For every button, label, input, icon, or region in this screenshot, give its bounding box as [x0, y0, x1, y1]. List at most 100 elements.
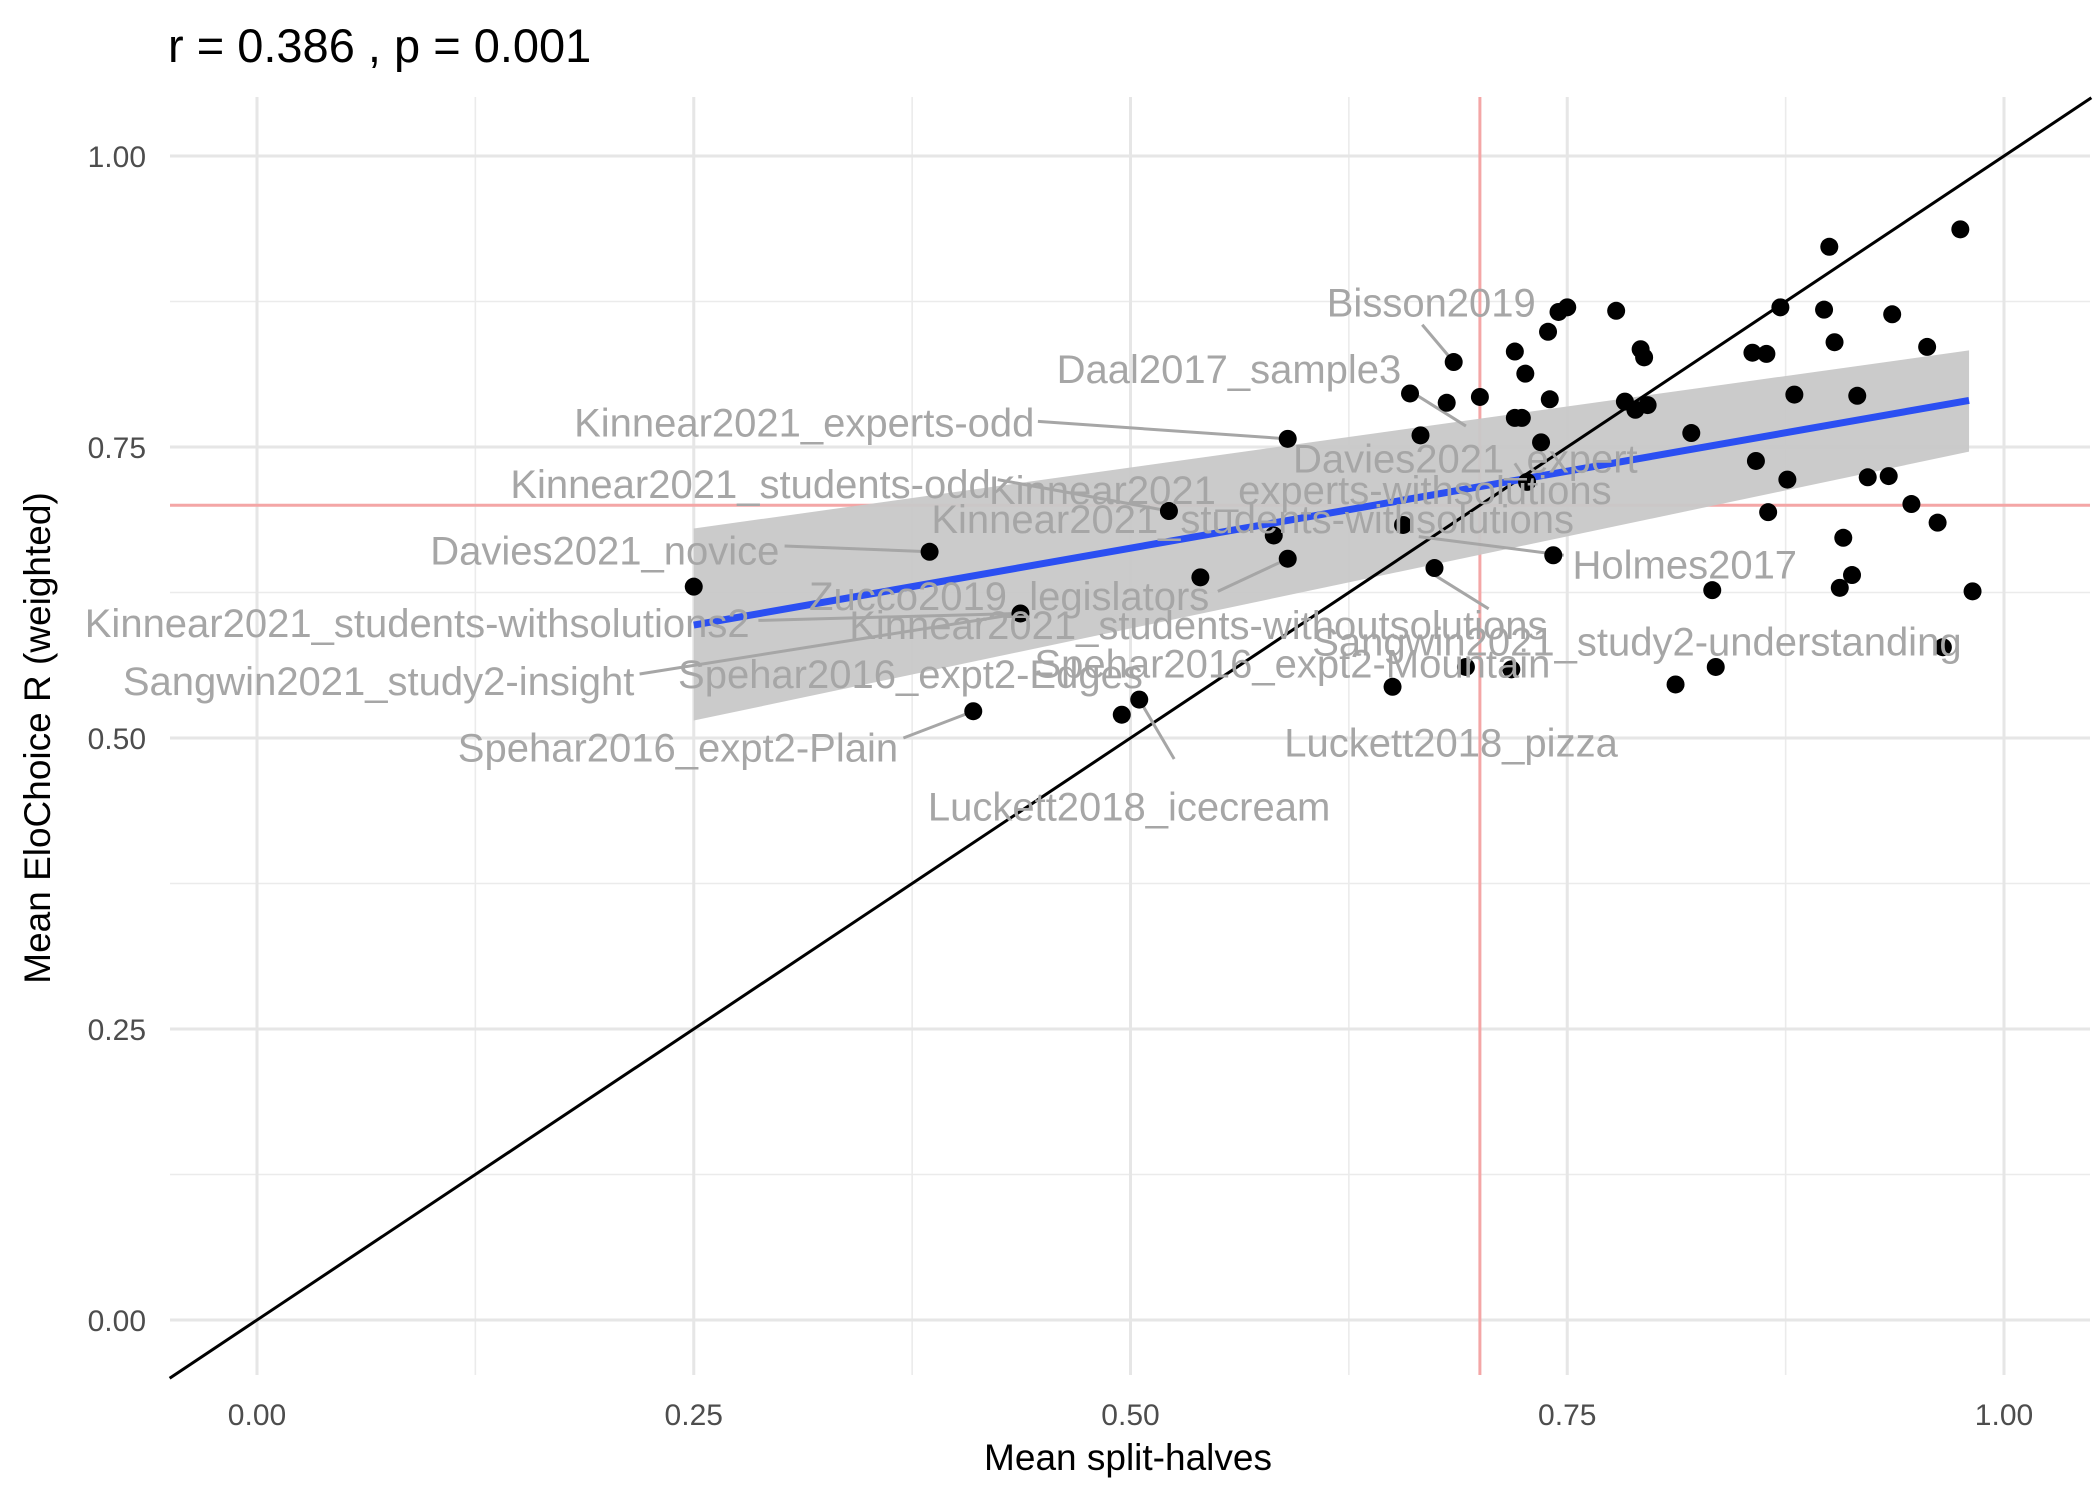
data-point — [1879, 467, 1898, 486]
point-label: Spehar2016_expt2-Edges — [678, 653, 1143, 697]
point-label: Luckett2018_pizza — [1284, 722, 1618, 766]
confidence-band — [693, 350, 1970, 721]
data-point — [1607, 301, 1626, 320]
label-connector — [1433, 573, 1490, 611]
data-point — [1539, 322, 1558, 341]
label-connector — [1037, 419, 1288, 441]
point-label: Luckett2018_icecream — [928, 786, 1330, 830]
data-point — [1518, 472, 1537, 491]
point-label: Sangwin2021_study2-insight — [123, 660, 634, 704]
label-connector — [639, 611, 1021, 676]
point-label: Kinnear2021_experts-withsolutions — [989, 469, 1612, 513]
data-point — [1011, 604, 1030, 623]
data-point — [1757, 344, 1776, 363]
data-point — [1516, 364, 1535, 383]
data-point — [1771, 298, 1790, 317]
data-point — [1778, 470, 1797, 489]
data-point — [1682, 424, 1701, 443]
data-point — [1437, 393, 1456, 412]
point-label: Davies2021_expert — [1293, 438, 1638, 482]
x-tick-label: 0.75 — [1538, 1399, 1596, 1432]
data-point — [1278, 549, 1297, 568]
label-connector — [758, 611, 1021, 622]
point-label: Daal2017_sample3 — [1057, 348, 1402, 392]
y-axis-ticks: 0.00 0.25 0.50 0.75 1.00 — [88, 141, 146, 1338]
chart-title: r = 0.386 , p = 0.001 — [168, 19, 591, 72]
data-point — [1532, 433, 1551, 452]
data-point — [1394, 515, 1413, 534]
data-point — [1159, 502, 1178, 521]
confidence-band-area — [693, 350, 1970, 721]
data-point — [920, 542, 939, 561]
point-label: Spehar2016_expt2-Plain — [458, 726, 898, 770]
data-point — [1834, 528, 1853, 547]
data-point — [1544, 546, 1563, 565]
point-label: Kinnear2021_experts-odd — [574, 402, 1034, 446]
regression-line-segment — [693, 396, 1970, 629]
data-point — [1444, 353, 1463, 372]
label-connector — [1137, 698, 1176, 760]
y-tick-label: 0.50 — [88, 723, 146, 756]
point-label: Kinnear2021_students-odd — [510, 463, 990, 507]
data-point — [1858, 468, 1877, 487]
data-point — [1825, 333, 1844, 352]
data-point — [1411, 426, 1430, 445]
point-labels: Bisson2019 Daal2017_sample3 Kinnear2021_ex… — [85, 282, 1962, 830]
y-tick-label: 0.25 — [88, 1014, 146, 1047]
label-connector — [997, 478, 1170, 513]
data-point — [964, 702, 983, 721]
regression-line — [693, 396, 1970, 629]
data-point — [1512, 408, 1531, 427]
data-point — [1666, 675, 1685, 694]
data-point — [1843, 566, 1862, 585]
data-point — [1933, 638, 1952, 657]
data-point — [1883, 305, 1902, 324]
data-point — [1703, 581, 1722, 600]
data-point — [1759, 503, 1778, 522]
point-label: Davies2021_novice — [430, 530, 779, 574]
label-connector — [1217, 557, 1289, 593]
point-label: Kinnear2021_students-withsolutions2 — [85, 602, 750, 646]
data-point — [1383, 677, 1402, 696]
data-point — [1191, 568, 1210, 587]
y-tick-label: 0.75 — [88, 432, 146, 465]
x-tick-label: 0.25 — [665, 1399, 723, 1432]
data-point — [1785, 385, 1804, 404]
y-axis-title: Mean EloChoice R (weighted) — [17, 492, 58, 984]
y-tick-label: 0.00 — [88, 1305, 146, 1338]
data-point — [1112, 705, 1131, 724]
label-connector — [902, 709, 974, 740]
data-point — [1820, 237, 1839, 256]
identity-line — [168, 96, 2093, 1380]
data-point — [1456, 657, 1475, 676]
data-point — [1706, 657, 1725, 676]
data-point — [1848, 386, 1867, 405]
data-point — [1470, 387, 1489, 406]
x-axis-ticks: 0.00 0.25 0.50 0.75 1.00 — [228, 1399, 2033, 1432]
data-point — [1130, 690, 1149, 709]
data-point — [1425, 559, 1444, 578]
data-point — [1918, 337, 1937, 356]
data-points — [684, 220, 1982, 724]
point-label: Spehar2016_expt2-Mountain — [1034, 643, 1550, 687]
point-label: Kinnear2021_students-withsolutions — [931, 498, 1574, 542]
x-tick-label: 0.00 — [228, 1399, 286, 1432]
data-point — [1638, 396, 1657, 415]
data-point — [1558, 298, 1577, 317]
point-label: Holmes2017 — [1572, 544, 1797, 588]
label-connector — [1418, 535, 1564, 557]
point-label: Kinnear2021_students-withoutsolutions — [849, 604, 1547, 648]
y-tick-label: 1.00 — [88, 141, 146, 174]
data-point — [1815, 300, 1834, 319]
x-tick-label: 1.00 — [1975, 1399, 2033, 1432]
identity-line-segment — [168, 96, 2093, 1380]
data-point — [1902, 495, 1921, 514]
data-point — [1635, 348, 1654, 367]
data-point — [1505, 342, 1524, 361]
data-point — [1502, 660, 1521, 679]
data-point — [1963, 582, 1982, 601]
data-point — [1743, 343, 1762, 362]
data-point — [1540, 390, 1559, 409]
data-point — [1830, 578, 1849, 597]
data-point — [1401, 384, 1420, 403]
